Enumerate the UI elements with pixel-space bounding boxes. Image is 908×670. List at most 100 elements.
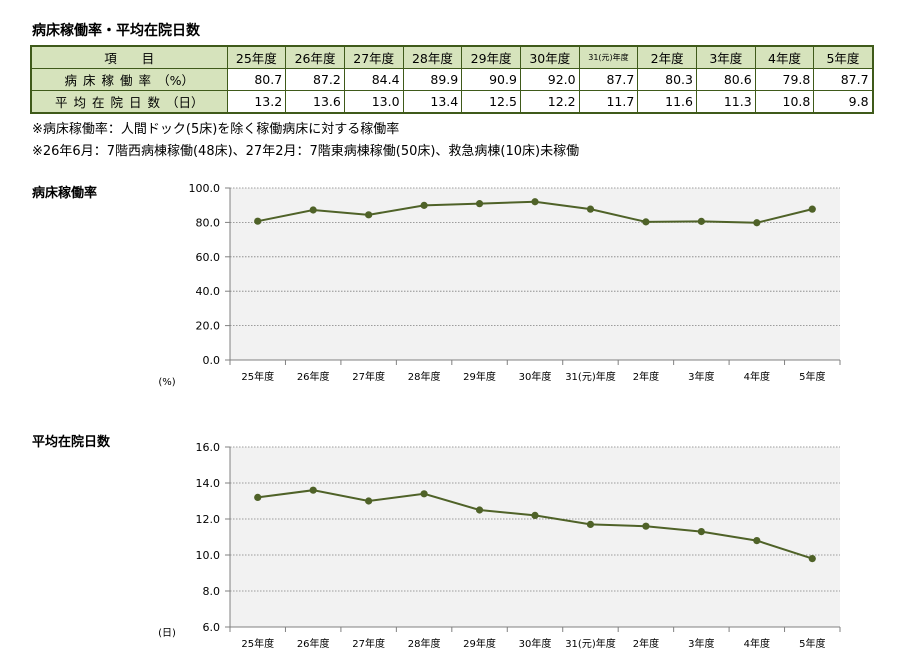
table-cell: 9.8: [813, 90, 874, 114]
data-point: [531, 511, 539, 519]
data-point: [697, 217, 705, 225]
data-point: [254, 217, 262, 225]
y-tick-label: 10.0: [196, 549, 221, 562]
x-tick-label: 4年度: [744, 370, 770, 383]
data-point: [309, 206, 317, 214]
plot-area: [230, 447, 840, 627]
data-point: [420, 201, 428, 209]
x-tick-label: 25年度: [241, 370, 274, 383]
x-tick-label: 5年度: [799, 637, 825, 650]
chart-title-bed-occupancy: 病床稼働率: [32, 186, 98, 201]
table-year-header: 31(元)年度: [578, 45, 639, 69]
table-cell: 11.3: [696, 90, 756, 114]
page-title: 病床稼働率・平均在院日数: [32, 23, 200, 39]
note-bed-rate: ※病床稼働率：人間ドック(5床)を除く稼働病床に対する稼働率: [32, 122, 400, 137]
table-cell: 10.8: [754, 90, 815, 114]
table-header-row: 項 目 25年度 26年度 27年度 28年度 29年度 30年度 31(元)年…: [30, 45, 874, 69]
x-tick-label: 4年度: [744, 637, 770, 650]
x-tick-label: 3年度: [688, 637, 714, 650]
x-tick-label: 27年度: [352, 370, 385, 383]
stats-table: 項 目 25年度 26年度 27年度 28年度 29年度 30年度 31(元)年…: [30, 45, 874, 114]
data-point: [531, 198, 539, 206]
table-year-header: 2年度: [637, 45, 697, 69]
table-cell: 87.7: [813, 68, 874, 91]
y-tick-label: 16.0: [196, 441, 221, 454]
bed-occupancy-chart: 0.0 20.0 40.0 60.0 80.0 100.0 25年度 26年度 27年度 28年度…: [158, 182, 841, 388]
y-tick-label: 40.0: [196, 285, 221, 298]
x-tick-label: 29年度: [463, 637, 496, 650]
data-point: [309, 486, 317, 494]
data-point: [365, 211, 373, 219]
x-tick-label: 26年度: [297, 370, 330, 383]
y-tick-label: 60.0: [196, 251, 221, 264]
x-tick-label: 28年度: [408, 637, 441, 650]
data-point: [808, 555, 816, 563]
note-ward-opening: ※26年6月：7階西病棟稼働(48床)、27年2月：7階東病棟稼働(50床)、救…: [32, 144, 580, 159]
data-point: [475, 506, 484, 514]
data-point: [753, 537, 761, 545]
table-cell: 80.3: [637, 68, 697, 91]
plot-area: [230, 188, 840, 360]
data-point: [642, 218, 650, 226]
table-year-header: 28年度: [402, 45, 463, 69]
data-point: [254, 493, 262, 501]
table-year-header: 27年度: [343, 45, 404, 69]
table-cell: 80.6: [696, 68, 756, 91]
x-tick-label: 30年度: [519, 370, 552, 383]
x-tick-label: 27年度: [352, 637, 385, 650]
y-tick-label: 100.0: [189, 182, 221, 195]
data-point: [365, 497, 373, 505]
table-cell: 13.4: [402, 90, 463, 114]
chart-title-avg-stay: 平均在院日数: [32, 435, 111, 450]
table-cell: 92.0: [519, 68, 580, 91]
table-cell: 87.7: [578, 68, 639, 91]
data-point: [475, 200, 484, 208]
table-cell: 89.9: [402, 68, 463, 91]
data-point: [420, 490, 428, 498]
unit-label: (日): [158, 628, 176, 639]
table-year-header: 5年度: [813, 45, 874, 69]
table-year-header: 26年度: [285, 45, 345, 69]
unit-label: (%): [158, 377, 175, 388]
avg-stay-chart: 6.0 8.0 10.0 12.0 14.0 16.0 25年度 26年度 27年度 28年度 29…: [158, 441, 841, 650]
x-tick-label: 2年度: [633, 637, 659, 650]
y-tick-label: 80.0: [196, 216, 221, 229]
table-cell: 11.6: [637, 90, 697, 114]
table-cell: 12.5: [461, 90, 521, 114]
table-year-header: 30年度: [519, 45, 580, 69]
x-tick-label: 5年度: [799, 370, 825, 383]
y-tick-label: 8.0: [203, 585, 221, 598]
data-point: [642, 522, 650, 530]
data-point: [586, 520, 595, 528]
data-point: [808, 205, 816, 213]
y-tick-label: 6.0: [203, 621, 221, 634]
y-tick-label: 14.0: [196, 477, 221, 490]
table-cell: 13.6: [285, 90, 345, 114]
data-point: [753, 219, 761, 227]
x-tick-label: 26年度: [297, 637, 330, 650]
table-year-header: 3年度: [696, 45, 756, 69]
table-header-label: 項 目: [30, 45, 228, 69]
table-cell: 80.7: [226, 68, 287, 91]
table-year-header: 4年度: [754, 45, 815, 69]
x-tick-label: 25年度: [241, 637, 274, 650]
x-tick-label: 2年度: [633, 370, 659, 383]
y-tick-label: 0.0: [203, 354, 221, 367]
data-point: [697, 528, 705, 536]
table-cell: 12.2: [519, 90, 580, 114]
table-row-bed-occupancy: 病床稼働率（%） 80.7 87.2 84.4 89.9 90.9 92.0 8…: [30, 68, 874, 91]
row-label: 平均在院日数（日）: [30, 90, 228, 114]
table-cell: 79.8: [754, 68, 815, 91]
y-tick-label: 12.0: [196, 513, 221, 526]
table-cell: 84.4: [343, 68, 404, 91]
x-tick-label: 30年度: [519, 637, 552, 650]
table-cell: 90.9: [461, 68, 521, 91]
row-label: 病床稼働率（%）: [30, 68, 228, 91]
x-tick-label: 29年度: [463, 370, 496, 383]
x-tick-label: 28年度: [408, 370, 441, 383]
table-cell: 87.2: [285, 68, 345, 91]
table-year-header: 25年度: [226, 45, 287, 69]
table-cell: 13.2: [226, 90, 287, 114]
table-row-avg-stay: 平均在院日数（日） 13.2 13.6 13.0 13.4 12.5 12.2 …: [30, 90, 874, 114]
data-point: [586, 205, 595, 213]
